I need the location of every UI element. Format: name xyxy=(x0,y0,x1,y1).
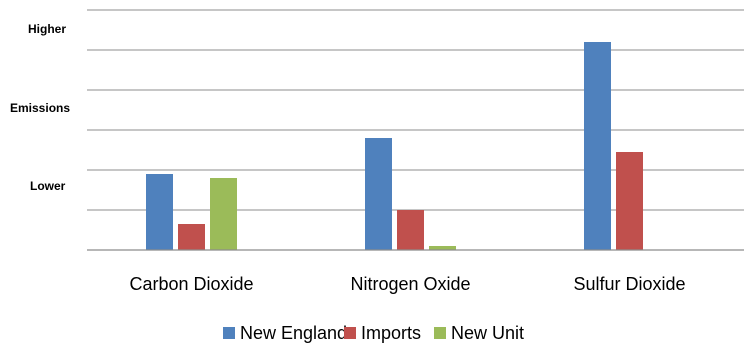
legend-swatch-imports xyxy=(344,327,356,339)
legend-item-new-unit: New Unit xyxy=(434,323,524,343)
bar-new-england-sulfur-dioxide xyxy=(584,42,611,250)
legend: New England Imports New Unit xyxy=(223,323,524,343)
gridlines xyxy=(87,9,744,211)
bar-imports-nitrogen-oxide xyxy=(397,210,424,250)
legend-label-new-england: New England xyxy=(240,323,347,343)
bar-new-england-nitrogen-oxide xyxy=(365,138,392,250)
category-label: Sulfur Dioxide xyxy=(573,274,685,294)
category-label: Carbon Dioxide xyxy=(129,274,253,294)
bars xyxy=(146,42,643,250)
bar-new-england-carbon-dioxide xyxy=(146,174,173,250)
legend-label-new-unit: New Unit xyxy=(451,323,524,343)
bar-new-unit-nitrogen-oxide xyxy=(429,246,456,250)
legend-item-imports: Imports xyxy=(344,323,421,343)
legend-swatch-new-england xyxy=(223,327,235,339)
legend-swatch-new-unit xyxy=(434,327,446,339)
y-label-higher: Higher xyxy=(28,22,66,36)
bar-new-unit-carbon-dioxide xyxy=(210,178,237,250)
category-label: Nitrogen Oxide xyxy=(350,274,470,294)
legend-label-imports: Imports xyxy=(361,323,421,343)
bar-imports-sulfur-dioxide xyxy=(616,152,643,250)
legend-item-new-england: New England xyxy=(223,323,347,343)
y-label-emissions: Emissions xyxy=(10,101,70,115)
y-label-lower: Lower xyxy=(30,179,66,193)
category-labels: Carbon Dioxide Nitrogen Oxide Sulfur Dioxi… xyxy=(129,274,685,294)
bar-imports-carbon-dioxide xyxy=(178,224,205,250)
